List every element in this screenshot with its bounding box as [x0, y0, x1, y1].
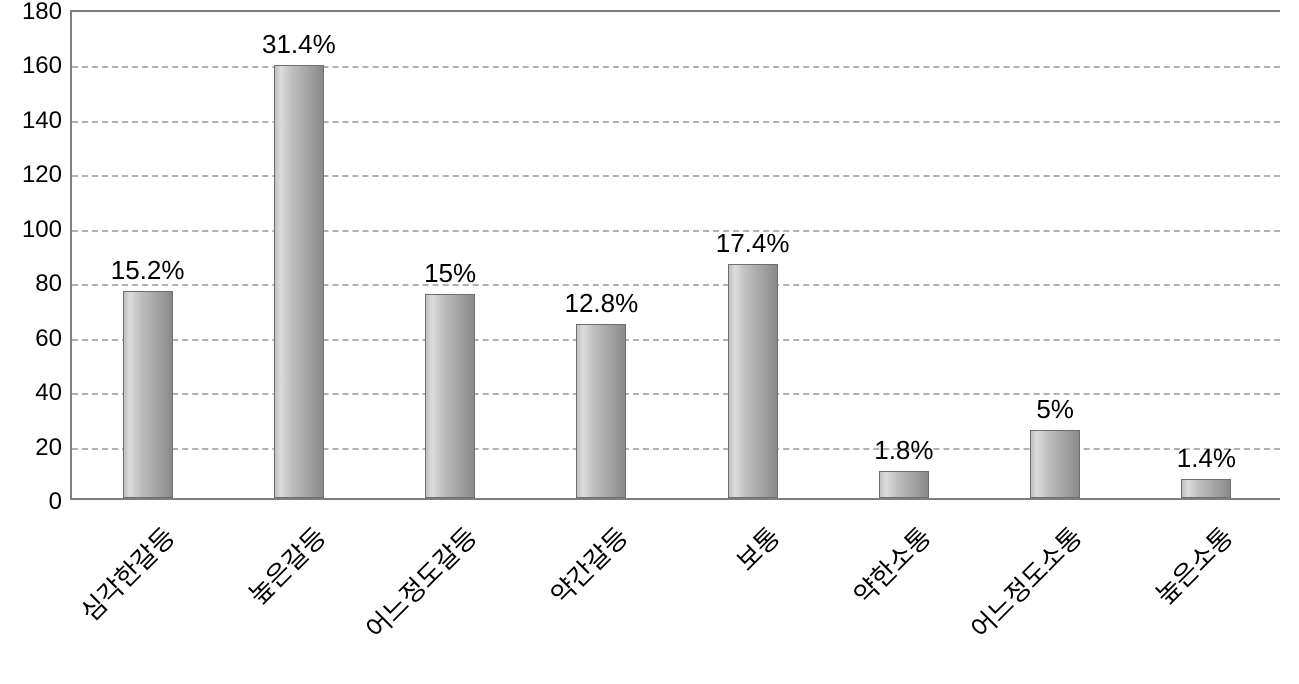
bar: 31.4%	[274, 65, 324, 498]
y-tick-label: 40	[35, 379, 72, 407]
bar-value-label: 5%	[1036, 394, 1074, 431]
bar-value-label: 15%	[424, 258, 476, 295]
y-tick-label: 0	[49, 488, 72, 516]
y-tick-label: 100	[22, 216, 72, 244]
bar-chart: 0 20 40 60 80 100 120 140 160 180 15.2% 31.4% 15% 12…	[0, 0, 1299, 684]
bar: 17.4%	[728, 264, 778, 498]
y-tick-label: 140	[22, 107, 72, 135]
bars-layer: 15.2% 31.4% 15% 12.8% 17.4% 1.8% 5% 1.4%	[72, 12, 1280, 498]
x-axis-label: 약한소통	[844, 518, 938, 612]
y-tick-label: 120	[22, 161, 72, 189]
x-axis-label: 높은갈등	[239, 518, 333, 612]
bar-value-label: 12.8%	[565, 288, 639, 325]
x-axis-label: 심각한갈등	[71, 518, 182, 629]
y-tick-label: 20	[35, 434, 72, 462]
bar-value-label: 1.4%	[1177, 443, 1236, 480]
plot-area: 020406080100120140160180 15.2%31.4%15%12…	[70, 10, 1280, 500]
bar: 15%	[425, 294, 475, 498]
y-tick-label: 160	[22, 52, 72, 80]
y-tick-label: 180	[22, 0, 72, 26]
x-axis-label: 어느정도소통	[962, 518, 1090, 646]
x-axis-label: 약간갈등	[542, 518, 636, 612]
x-axis-label: 높은소통	[1147, 518, 1241, 612]
y-tick-label: 60	[35, 325, 72, 353]
bar-value-label: 17.4%	[716, 228, 790, 265]
bar: 1.4%	[1181, 479, 1231, 498]
bar: 5%	[1030, 430, 1080, 498]
x-axis-label: 어느정도갈등	[357, 518, 485, 646]
y-tick-label: 80	[35, 270, 72, 298]
bar-value-label: 1.8%	[874, 435, 933, 472]
bar: 12.8%	[576, 324, 626, 498]
bar: 15.2%	[123, 291, 173, 498]
bar: 1.8%	[879, 471, 929, 498]
x-axis-label: 보통	[727, 518, 787, 578]
bar-value-label: 31.4%	[262, 29, 336, 66]
bar-value-label: 15.2%	[111, 255, 185, 292]
